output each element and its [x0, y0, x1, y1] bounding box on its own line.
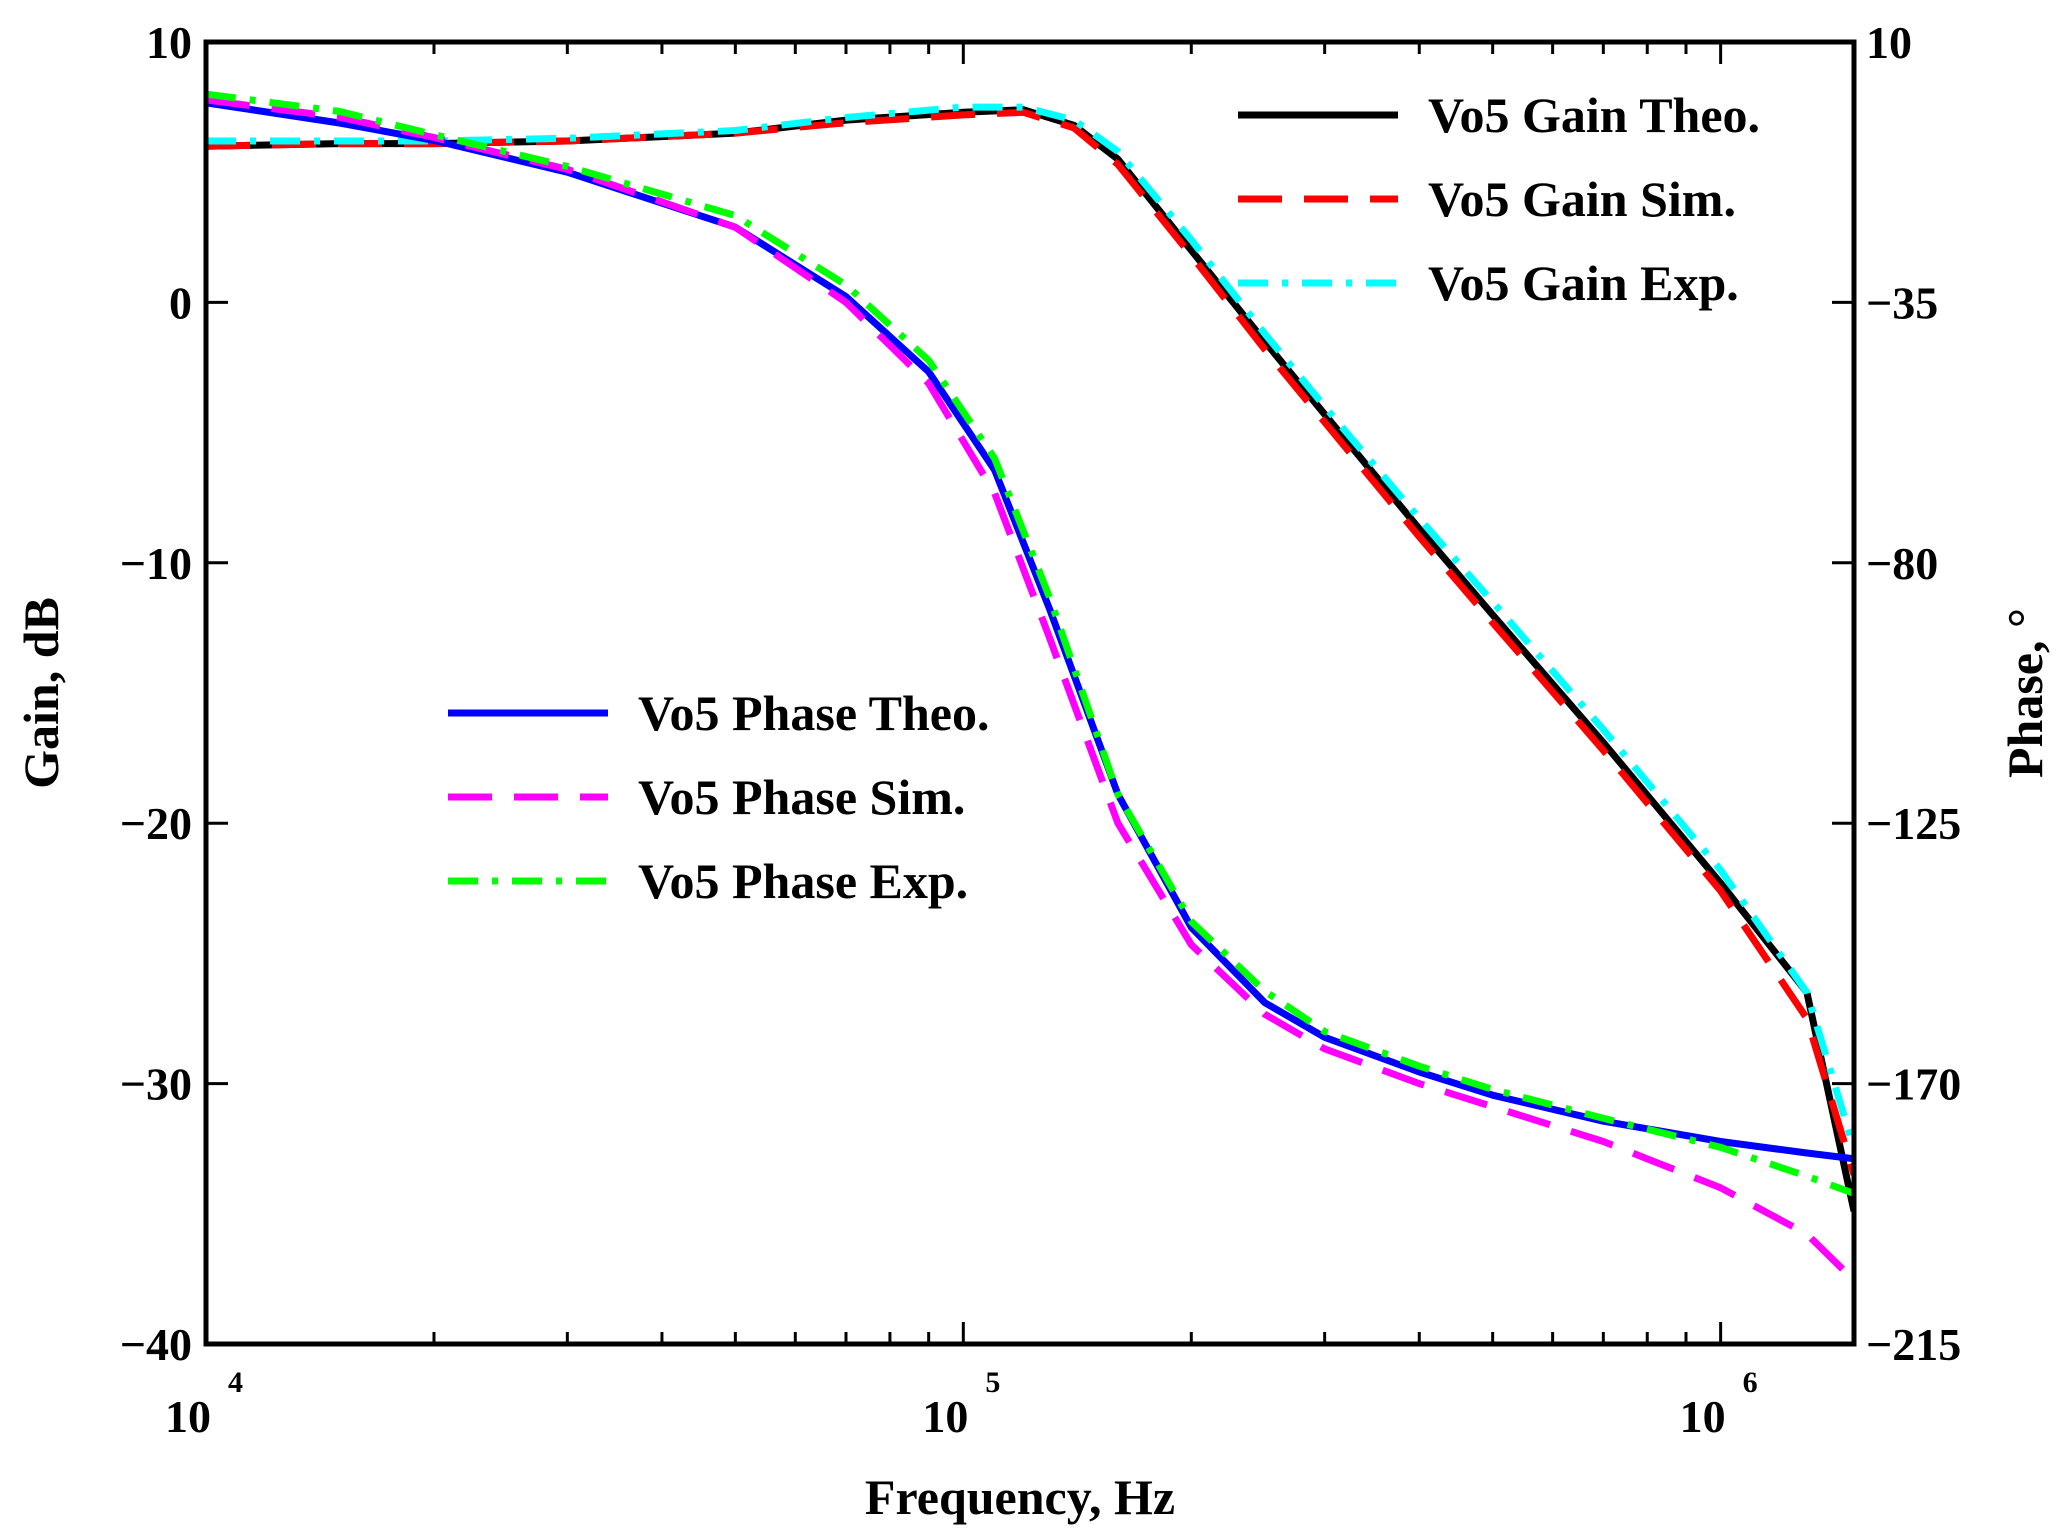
left-y-axis-title: Gain, dB — [13, 597, 69, 789]
x-tick-label-exponent: 4 — [228, 1366, 243, 1399]
left-y-tick-label: −40 — [120, 1319, 192, 1370]
x-tick-label: 10 4 — [165, 1366, 243, 1442]
x-tick-label: 10 5 — [922, 1366, 1000, 1442]
x-tick-label-exponent: 5 — [985, 1366, 1000, 1399]
x-tick-label-base: 10 — [165, 1391, 211, 1442]
legend-label: Vo5 Gain Sim. — [1428, 171, 1736, 227]
left-y-tick-label: −30 — [120, 1059, 192, 1110]
legend-label: Vo5 Phase Exp. — [638, 853, 968, 909]
left-y-tick-label: −20 — [120, 798, 192, 849]
right-y-tick-label: −35 — [1866, 277, 1938, 328]
right-y-tick-label: −170 — [1866, 1059, 1961, 1110]
right-y-axis-title: Phase, ° — [1997, 608, 2053, 778]
right-y-tick-label: −125 — [1866, 798, 1961, 849]
series-line-vo5-gain-sim — [206, 108, 1854, 1176]
x-tick-label-exponent: 6 — [1743, 1366, 1758, 1399]
x-axis-title: Frequency, Hz — [865, 1469, 1175, 1525]
left-y-tick-label: −10 — [120, 538, 192, 589]
legend-label: Vo5 Phase Theo. — [638, 685, 989, 741]
series-layer — [206, 90, 1854, 1283]
right-y-tick-label: 10 — [1866, 17, 1912, 68]
left-y-tick-label: 10 — [146, 17, 192, 68]
x-tick-label-base: 10 — [922, 1391, 968, 1442]
legend-label: Vo5 Phase Sim. — [638, 769, 965, 825]
series-line-vo5-gain-exp — [206, 103, 1854, 1150]
x-tick-label: 10 6 — [1680, 1366, 1758, 1442]
legend-label: Vo5 Gain Exp. — [1428, 255, 1739, 311]
right-y-tick-label: −80 — [1866, 538, 1938, 589]
right-y-tick-label: −215 — [1866, 1319, 1961, 1370]
tick-layer — [204, 40, 1854, 1346]
gain-legend: Vo5 Gain Theo. Vo5 Gain Sim. Vo5 Gain Exp. — [1238, 87, 1760, 311]
plot-frame — [203, 39, 1857, 1347]
series-line-vo5-phase-exp — [206, 90, 1854, 1197]
x-tick-label-base: 10 — [1680, 1391, 1726, 1442]
tick-label-layer: 100−10−20−30−4010−35−80−125−170−21510410… — [120, 17, 1961, 1442]
legend-label: Vo5 Gain Theo. — [1428, 87, 1760, 143]
phase-legend: Vo5 Phase Theo. Vo5 Phase Sim. Vo5 Phase E… — [448, 685, 989, 909]
left-y-tick-label: 0 — [169, 277, 192, 328]
